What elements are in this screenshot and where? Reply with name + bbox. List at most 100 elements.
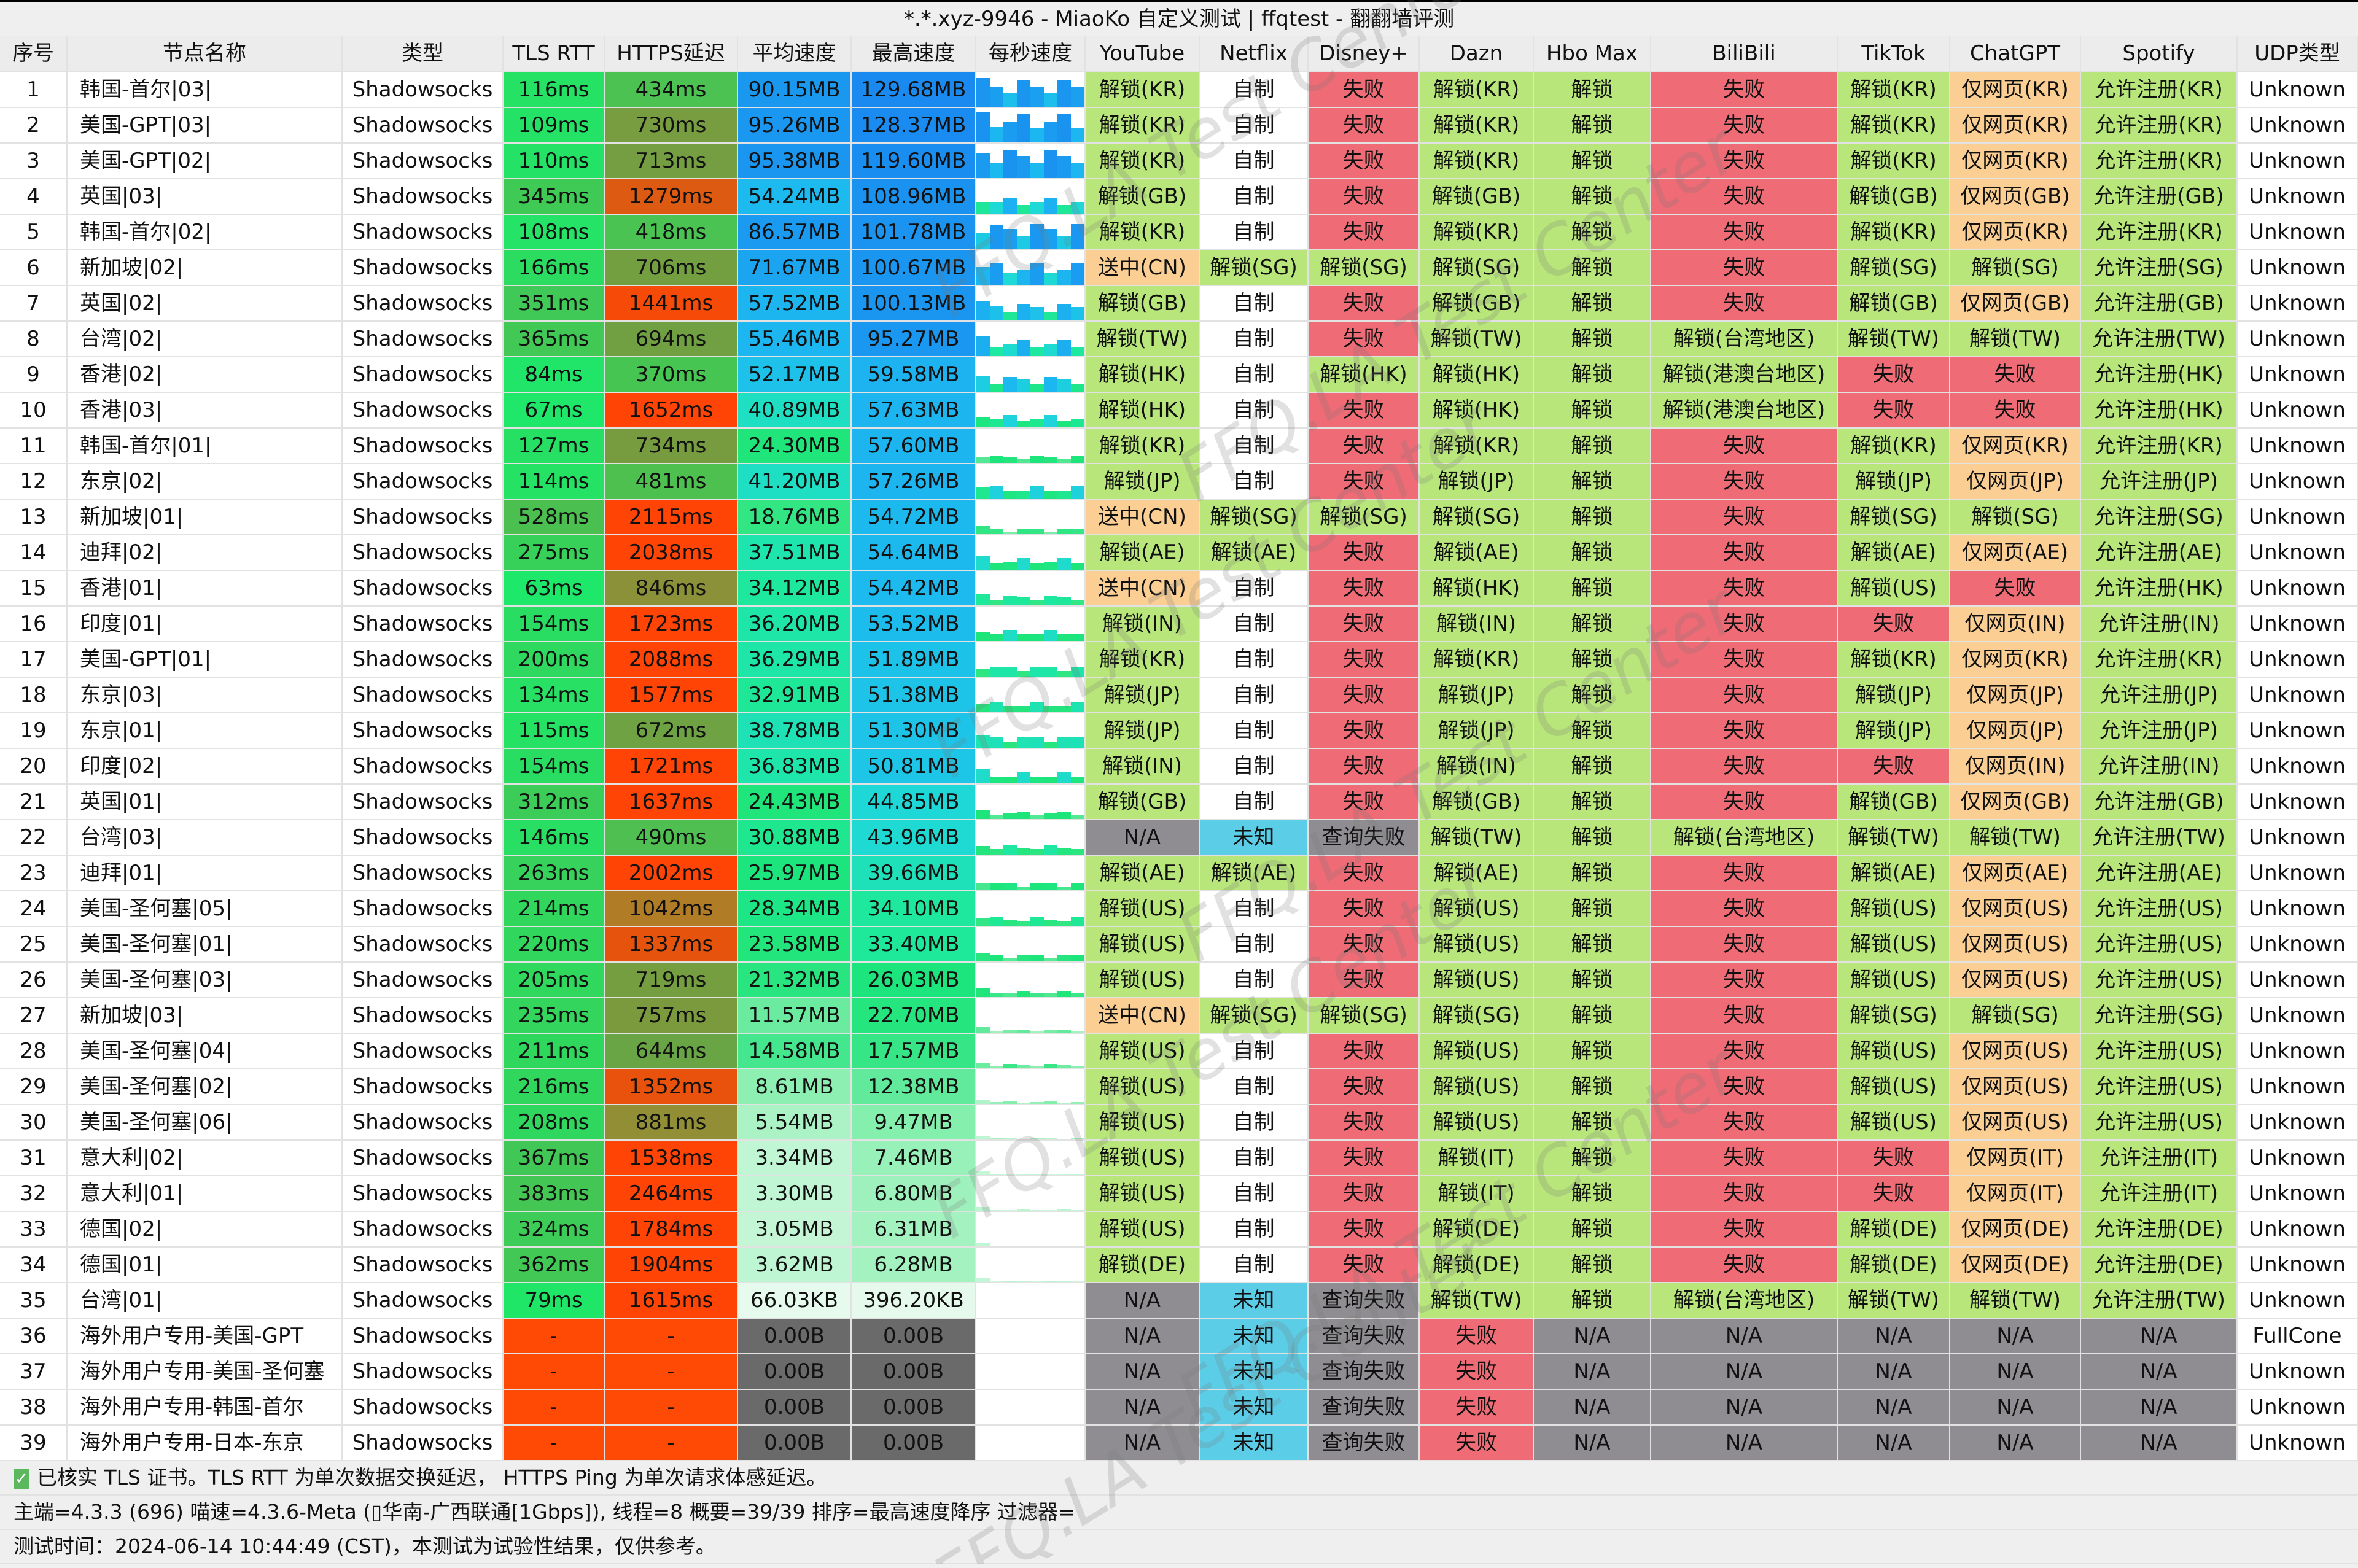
header-avg-speed[interactable]: 平均速度 — [738, 36, 852, 72]
table-row[interactable]: 10 香港|03| Shadowsocks 67ms 1652ms 40.89MB 57.6… — [0, 393, 2358, 429]
table-row[interactable]: 2 美国-GPT|03| Shadowsocks 109ms 730ms 95.26MB 1… — [0, 108, 2358, 144]
header-dazn[interactable]: Dazn — [1420, 36, 1534, 72]
disney-cell: 失败 — [1309, 393, 1420, 429]
header-tiktok[interactable]: TikTok — [1838, 36, 1950, 72]
node-name-cell: 新加坡|03| — [68, 998, 343, 1034]
node-name-cell: 美国-圣何塞|02| — [68, 1069, 343, 1105]
speed-bar — [1030, 224, 1044, 249]
netflix-cell: 自制 — [1200, 1141, 1309, 1176]
speed-bar — [1003, 1063, 1017, 1068]
speed-bar — [1017, 1102, 1030, 1104]
table-row[interactable]: 32 意大利|01| Shadowsocks 383ms 2464ms 3.30MB 6.8… — [0, 1176, 2358, 1212]
chatgpt-cell: 仅网页(IT) — [1950, 1176, 2081, 1212]
header-per-second-speed[interactable]: 每秒速度 — [976, 36, 1086, 72]
avg-speed-cell: 90.15MB — [738, 72, 852, 108]
type-cell: Shadowsocks — [343, 891, 504, 927]
table-row[interactable]: 3 美国-GPT|02| Shadowsocks 110ms 713ms 95.38MB 1… — [0, 144, 2358, 179]
table-row[interactable]: 34 德国|01| Shadowsocks 362ms 1904ms 3.62MB 6.28… — [0, 1248, 2358, 1283]
hbo-max-cell: 解锁 — [1534, 535, 1651, 571]
max-speed-cell: 129.68MB — [852, 72, 976, 108]
table-row[interactable]: 20 印度|02| Shadowsocks 154ms 1721ms 36.83MB 50.… — [0, 749, 2358, 785]
table-row[interactable]: 36 海外用户专用-美国-GPT Shadowsocks - -0.00B 0.00B N/… — [0, 1319, 2358, 1354]
table-row[interactable]: 4 英国|03| Shadowsocks 345ms 1279ms 54.24MB 108.… — [0, 179, 2358, 215]
table-row[interactable]: 15 香港|01| Shadowsocks 63ms 846ms 34.12MB 54.42… — [0, 571, 2358, 607]
max-speed-cell: 54.64MB — [852, 535, 976, 571]
speed-bar — [1017, 886, 1030, 890]
table-row[interactable]: 7 英国|02| Shadowsocks 351ms 1441ms 57.52MB 100.… — [0, 286, 2358, 322]
table-row[interactable]: 13 新加坡|01| Shadowsocks 528ms 2115ms 18.76MB 54… — [0, 500, 2358, 535]
header-max-speed[interactable]: 最高速度 — [852, 36, 976, 72]
udp-type-cell: Unknown — [2238, 535, 2358, 571]
speed-bar — [1071, 667, 1084, 677]
avg-speed-cell: 32.91MB — [738, 678, 852, 713]
table-row[interactable]: 39 海外用户专用-日本-东京 Shadowsocks - -0.00B 0.00B N/A… — [0, 1426, 2358, 1461]
header-disney[interactable]: Disney+ — [1309, 36, 1420, 72]
bilibili-cell: 失败 — [1651, 72, 1838, 108]
table-row[interactable]: 16 印度|01| Shadowsocks 154ms 1723ms 36.20MB 53.… — [0, 607, 2358, 642]
disney-cell: 失败 — [1309, 429, 1420, 464]
per-second-speed-chart — [976, 535, 1086, 571]
netflix-cell: 自制 — [1200, 607, 1309, 642]
table-row[interactable]: 5 韩国-首尔|02| Shadowsocks 108ms 418ms 86.57MB 10… — [0, 215, 2358, 250]
table-row[interactable]: 14 迪拜|02| Shadowsocks 275ms 2038ms 37.51MB 54.… — [0, 535, 2358, 571]
speed-bar — [990, 529, 1003, 534]
header-node-name[interactable]: 节点名称 — [68, 36, 343, 72]
max-speed-cell: 128.37MB — [852, 108, 976, 144]
udp-type-cell: Unknown — [2238, 179, 2358, 215]
table-row[interactable]: 1 韩国-首尔|03| Shadowsocks 116ms 434ms 90.15MB 12… — [0, 72, 2358, 108]
table-row[interactable]: 31 意大利|02| Shadowsocks 367ms 1538ms 3.34MB 7.4… — [0, 1141, 2358, 1176]
udp-type-cell: Unknown — [2238, 749, 2358, 785]
header-bilibili[interactable]: BiliBili — [1651, 36, 1838, 72]
table-row[interactable]: 24 美国-圣何塞|05| Shadowsocks 214ms 1042ms 28.34M… — [0, 891, 2358, 927]
https-latency-cell: 644ms — [605, 1034, 738, 1069]
table-row[interactable]: 11 韩国-首尔|01| Shadowsocks 127ms 734ms 24.30MB 5… — [0, 429, 2358, 464]
header-netflix[interactable]: Netflix — [1200, 36, 1309, 72]
https-latency-cell: 730ms — [605, 108, 738, 144]
node-name-cell: 东京|02| — [68, 464, 343, 500]
table-row[interactable]: 8 台湾|02| Shadowsocks 365ms 694ms 55.46MB 95.27… — [0, 322, 2358, 357]
speed-bar — [1071, 1209, 1084, 1211]
table-row[interactable]: 23 迪拜|01| Shadowsocks 263ms 2002ms 25.97MB 39.… — [0, 856, 2358, 891]
header-index[interactable]: 序号 — [0, 36, 68, 72]
per-second-speed-chart — [976, 891, 1086, 927]
table-row[interactable]: 27 新加坡|03| Shadowsocks 235ms 757ms 11.57MB 22.… — [0, 998, 2358, 1034]
youtube-cell: N/A — [1086, 820, 1200, 856]
youtube-cell: N/A — [1086, 1319, 1200, 1354]
youtube-cell: 解锁(DE) — [1086, 1248, 1200, 1283]
table-row[interactable]: 12 东京|02| Shadowsocks 114ms 481ms 41.20MB 57.2… — [0, 464, 2358, 500]
netflix-cell: 自制 — [1200, 642, 1309, 678]
table-row[interactable]: 25 美国-圣何塞|01| Shadowsocks 220ms 1337ms 23.58M… — [0, 927, 2358, 963]
table-row[interactable]: 26 美国-圣何塞|03| Shadowsocks 205ms 719ms 21.32MB… — [0, 963, 2358, 998]
table-row[interactable]: 35 台湾|01| Shadowsocks 79ms 1615ms 66.03KB 396.… — [0, 1283, 2358, 1319]
type-cell: Shadowsocks — [343, 927, 504, 963]
table-row[interactable]: 38 海外用户专用-韩国-首尔 Shadowsocks - -0.00B 0.00B N/A… — [0, 1390, 2358, 1426]
header-udp-type[interactable]: UDP类型 — [2238, 36, 2358, 72]
netflix-cell: 自制 — [1200, 678, 1309, 713]
table-row[interactable]: 18 东京|03| Shadowsocks 134ms 1577ms 32.91MB 51.… — [0, 678, 2358, 713]
node-name-cell: 英国|01| — [68, 785, 343, 820]
table-row[interactable]: 9 香港|02| Shadowsocks 84ms 370ms 52.17MB 59.58M… — [0, 357, 2358, 393]
table-row[interactable]: 37 海外用户专用-美国-圣何塞 Shadowsocks - -0.00B 0.00B N/… — [0, 1354, 2358, 1390]
table-row[interactable]: 29 美国-圣何塞|02| Shadowsocks 216ms 1352ms 8.61MB… — [0, 1069, 2358, 1105]
table-row[interactable]: 33 德国|02| Shadowsocks 324ms 1784ms 3.05MB 6.31… — [0, 1212, 2358, 1248]
header-chatgpt[interactable]: ChatGPT — [1950, 36, 2081, 72]
header-tls-rtt[interactable]: TLS RTT — [504, 36, 605, 72]
node-name-cell: 英国|03| — [68, 179, 343, 215]
table-row[interactable]: 19 东京|01| Shadowsocks 115ms 672ms 38.78MB 51.3… — [0, 713, 2358, 749]
header-hbo-max[interactable]: Hbo Max — [1534, 36, 1651, 72]
disney-cell: 失败 — [1309, 927, 1420, 963]
table-row[interactable]: 6 新加坡|02| Shadowsocks 166ms 706ms 71.67MB 100.… — [0, 250, 2358, 286]
tiktok-cell: 解锁(KR) — [1838, 72, 1950, 108]
tls-rtt-cell: 208ms — [504, 1105, 605, 1141]
header-type[interactable]: 类型 — [343, 36, 504, 72]
table-row[interactable]: 21 英国|01| Shadowsocks 312ms 1637ms 24.43MB 44.… — [0, 785, 2358, 820]
table-row[interactable]: 28 美国-圣何塞|04| Shadowsocks 211ms 644ms 14.58MB… — [0, 1034, 2358, 1069]
header-https-latency[interactable]: HTTPS延迟 — [605, 36, 738, 72]
node-name-cell: 韩国-首尔|01| — [68, 429, 343, 464]
table-row[interactable]: 30 美国-圣何塞|06| Shadowsocks 208ms 881ms 5.54MB 9… — [0, 1105, 2358, 1141]
header-spotify[interactable]: Spotify — [2081, 36, 2238, 72]
type-cell: Shadowsocks — [343, 963, 504, 998]
table-row[interactable]: 17 美国-GPT|01| Shadowsocks 200ms 2088ms 36.29M… — [0, 642, 2358, 678]
header-youtube[interactable]: YouTube — [1086, 36, 1200, 72]
table-row[interactable]: 22 台湾|03| Shadowsocks 146ms 490ms 30.88MB 43.9… — [0, 820, 2358, 856]
